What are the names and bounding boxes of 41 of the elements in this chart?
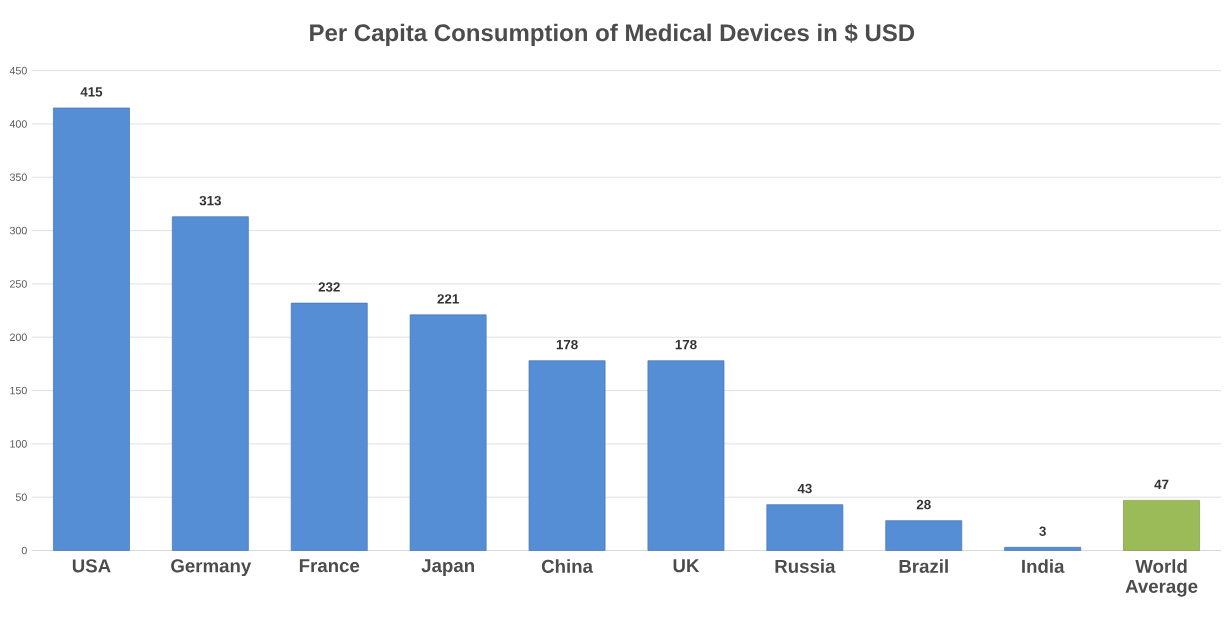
chart-title: Per Capita Consumption of Medical Devices in $ USD: [310, 23, 915, 46]
data-label: 232: [318, 282, 340, 292]
data-label: 221: [437, 293, 459, 304]
y-tick-label: 200: [10, 333, 27, 341]
y-tick-label: 300: [9, 226, 27, 235]
x-tick-label: Germany: [171, 558, 252, 576]
y-tick-label: 0: [21, 546, 27, 555]
data-label: 3: [1039, 526, 1046, 536]
x-tick-label: World Average: [1125, 558, 1198, 597]
x-tick-label: Japan: [421, 558, 474, 576]
x-tick-label: India: [1022, 558, 1065, 573]
bar: [1004, 546, 1082, 551]
data-label: 178: [675, 339, 697, 350]
bar: [647, 360, 725, 551]
y-tick-label: 50: [15, 493, 27, 501]
x-tick-label: Brazil: [899, 558, 948, 573]
x-tick-label: France: [299, 558, 360, 573]
bar: [528, 360, 606, 551]
data-label: 47: [1154, 479, 1169, 489]
bar: [885, 520, 963, 551]
x-tick-label: China: [541, 558, 594, 573]
y-tick-label: 150: [10, 386, 27, 395]
bar: [1123, 499, 1200, 551]
data-label: 415: [80, 87, 103, 97]
x-tick-label: USA: [72, 558, 111, 573]
data-label: 28: [916, 499, 931, 510]
data-label: 313: [199, 195, 221, 206]
y-tick-label: 100: [10, 439, 27, 448]
y-tick-label: 250: [10, 279, 27, 288]
y-tick-label: 400: [9, 119, 27, 128]
data-label: 43: [797, 483, 812, 494]
bar: [290, 302, 368, 551]
bar: [53, 107, 130, 551]
y-tick-label: 450: [9, 66, 27, 75]
bar: [409, 314, 487, 551]
bar: [171, 216, 249, 551]
data-label: 178: [556, 339, 578, 350]
y-tick-label: 350: [9, 173, 27, 181]
x-tick-label: Russia: [775, 558, 836, 573]
bar: [766, 504, 844, 551]
x-tick-label: UK: [673, 558, 700, 573]
